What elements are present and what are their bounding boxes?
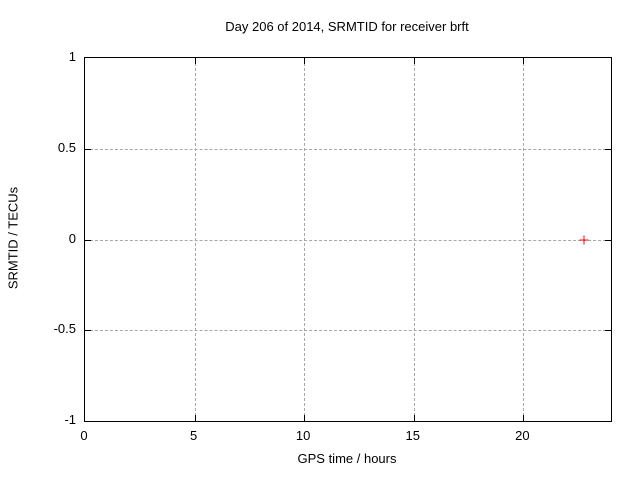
x-axis-label: GPS time / hours [297,451,397,466]
tick-mark [194,415,196,421]
gridline [85,330,611,332]
tick-mark [413,415,415,421]
chart-title: Day 206 of 2014, SRMTID for receiver brf… [225,19,469,34]
tick-mark [413,58,415,64]
tick-mark [605,239,611,241]
gridline [85,148,611,150]
x-tick-label: 10 [295,428,311,443]
y-tick-label: 0.5 [57,139,76,155]
tick-mark [523,415,525,421]
y-tick-label: -1 [64,412,76,427]
x-tick-label: 5 [189,428,198,443]
tick-mark [605,330,611,332]
y-tick-label: 0 [68,230,76,246]
tick-mark [85,330,91,332]
data-point-marker [579,235,589,244]
tick-mark [304,58,306,64]
tick-mark [304,415,306,421]
tick-mark [605,148,611,150]
gridline [85,239,611,241]
plot-area [84,57,612,422]
y-tick-label: 1 [68,49,76,64]
x-tick-label: 15 [405,428,420,443]
y-tick-label: -0.5 [53,321,76,337]
x-tick-label: 20 [515,428,530,443]
tick-mark [85,239,91,241]
x-tick-label: 0 [80,428,88,443]
tick-mark [194,58,196,64]
tick-mark [523,58,525,64]
tick-mark [85,148,91,150]
